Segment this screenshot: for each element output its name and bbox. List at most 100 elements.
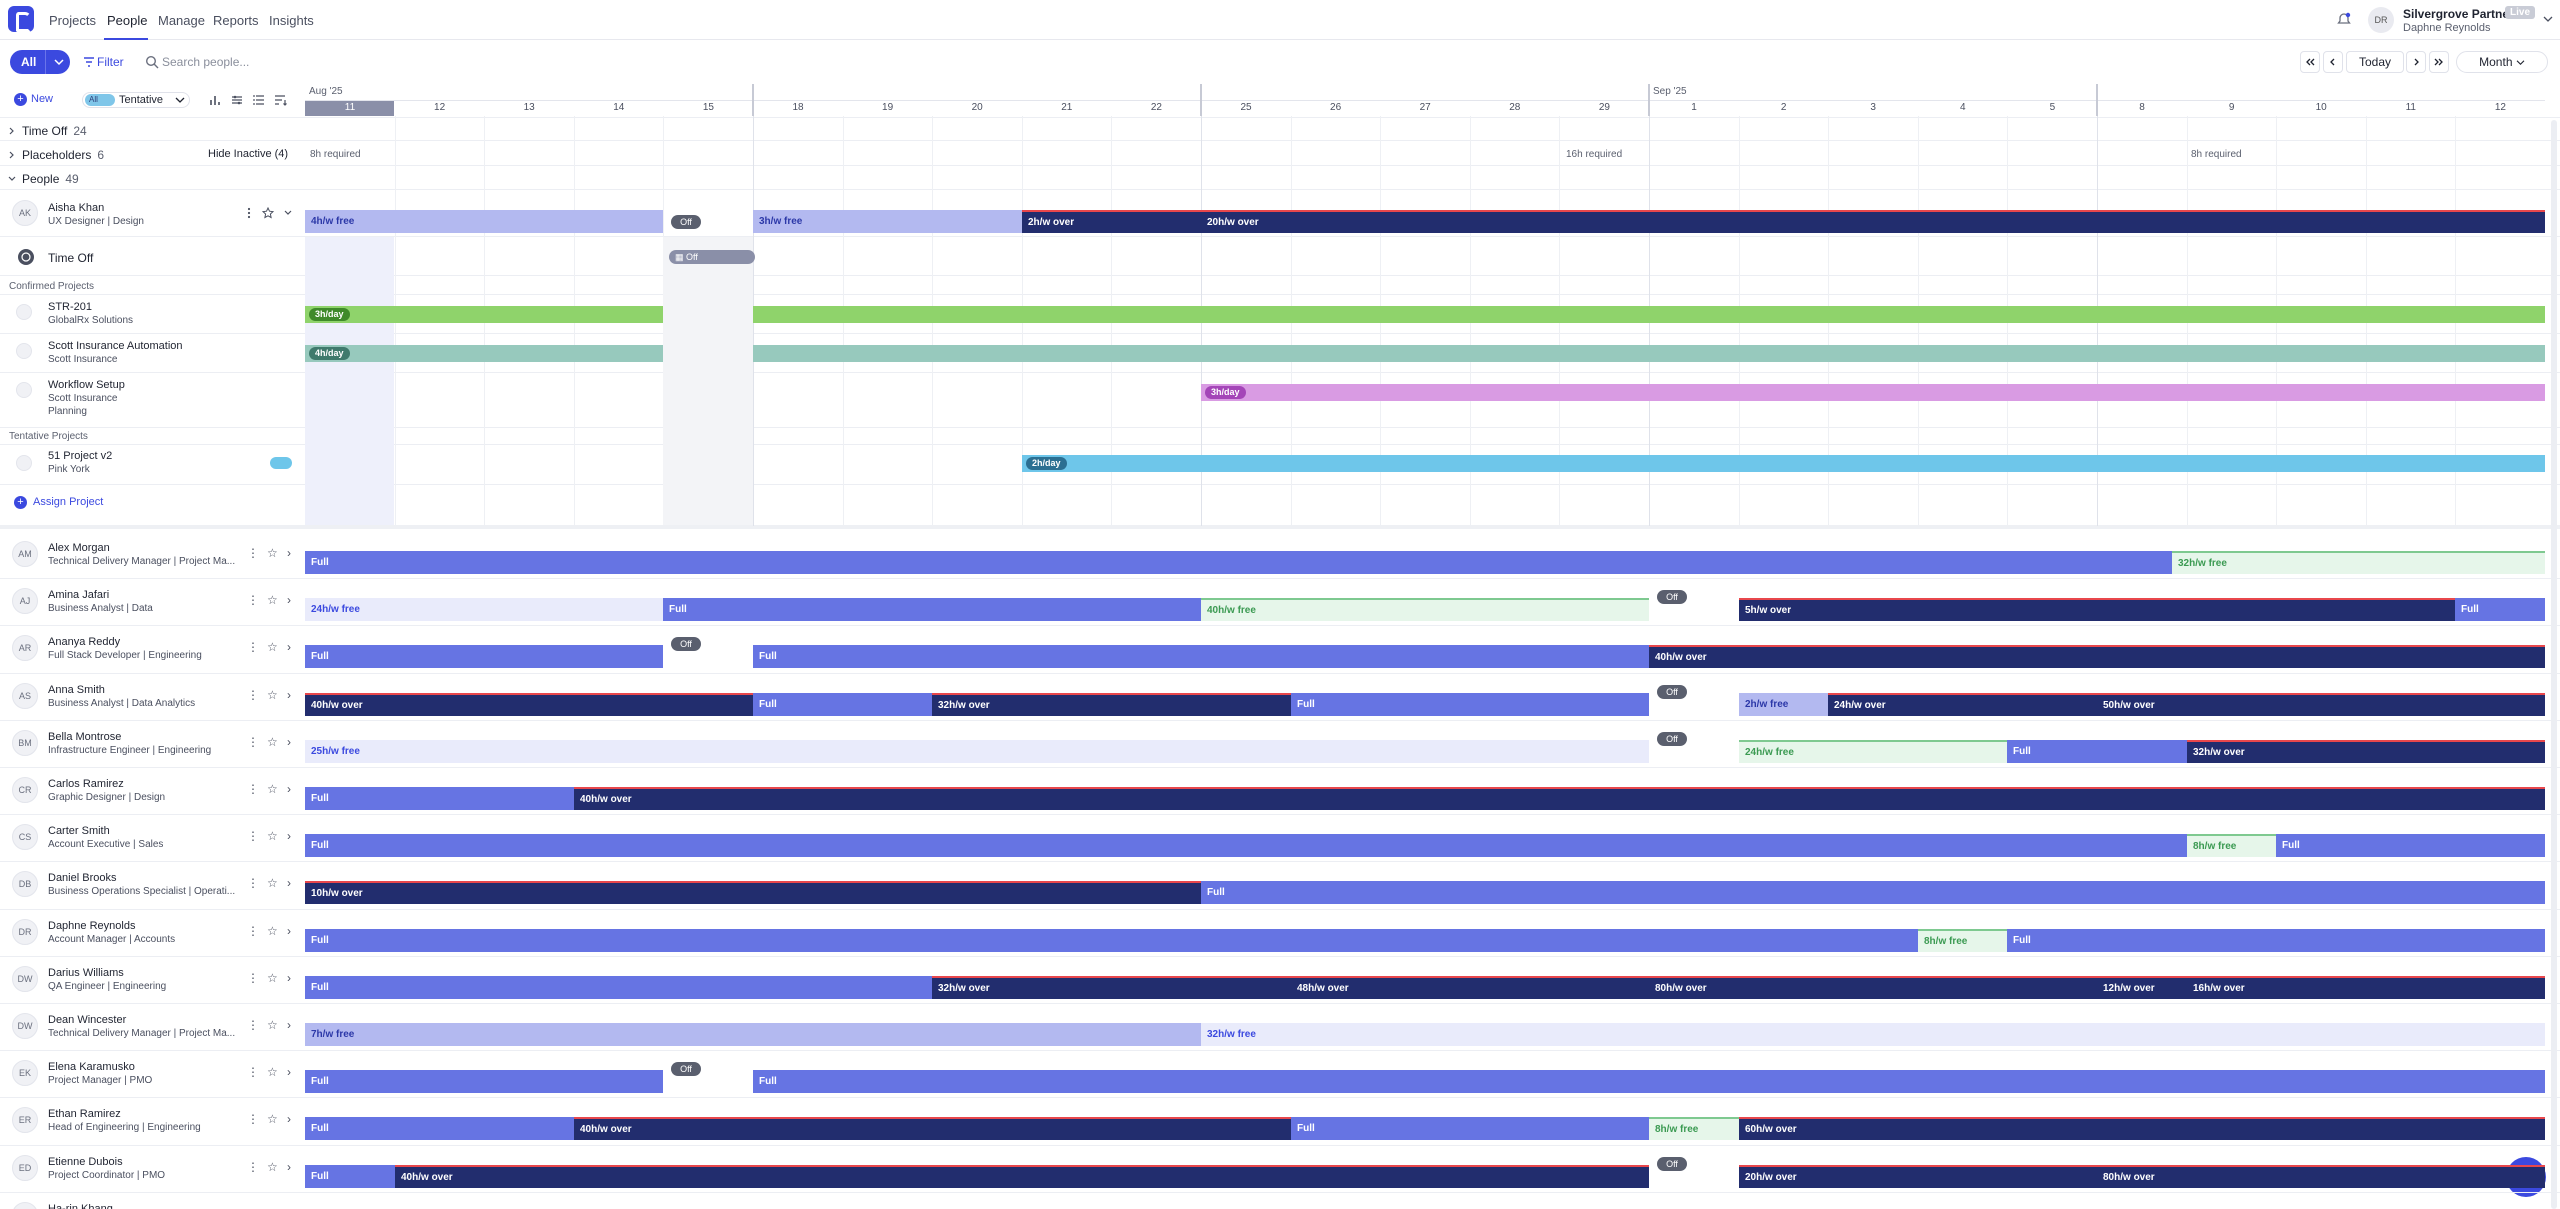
star-icon[interactable]: ☆: [267, 546, 278, 560]
more-icon[interactable]: ⋮: [247, 640, 259, 655]
star-icon[interactable]: ☆: [267, 829, 278, 844]
capacity-bar[interactable]: 60h/w over: [1739, 1117, 2545, 1141]
chevron-right-icon[interactable]: ›: [287, 734, 291, 749]
nav-tab-projects[interactable]: Projects: [49, 13, 96, 28]
person-name[interactable]: Ethan Ramirez: [48, 1108, 121, 1121]
person-name[interactable]: Ha-rin Khang: [48, 1202, 113, 1209]
capacity-bar[interactable]: Full: [663, 598, 1201, 622]
scope-dropdown[interactable]: All: [10, 50, 70, 74]
star-icon[interactable]: ☆: [267, 1112, 278, 1127]
project-name[interactable]: STR-201: [48, 301, 93, 313]
capacity-bar[interactable]: 24h/w over: [1828, 692, 2097, 716]
capacity-bar[interactable]: Full: [753, 645, 1649, 669]
person-name[interactable]: Etienne Dubois: [48, 1155, 123, 1168]
app-logo[interactable]: [8, 6, 34, 32]
chevron-right-icon[interactable]: ›: [287, 1207, 291, 1209]
more-icon[interactable]: ⋮: [247, 734, 259, 749]
more-icon[interactable]: ⋮: [247, 1207, 259, 1209]
chevron-right-icon[interactable]: ›: [287, 640, 291, 655]
project-bar[interactable]: [305, 306, 663, 323]
capacity-bar[interactable]: Full: [305, 1164, 395, 1188]
today-button[interactable]: Today: [2346, 51, 2404, 73]
capacity-bar[interactable]: 8h/w free: [2187, 834, 2276, 858]
person-name[interactable]: Aisha Khan: [48, 202, 105, 214]
capacity-bar[interactable]: Full: [2007, 739, 2187, 763]
capacity-bar[interactable]: 40h/w over: [1649, 645, 2545, 669]
star-icon[interactable]: ☆: [267, 1159, 278, 1174]
vertical-scrollbar[interactable]: [2551, 120, 2557, 1209]
more-icon[interactable]: [243, 207, 255, 219]
view-dropdown[interactable]: Month: [2456, 51, 2548, 73]
chevron-right-icon[interactable]: ›: [287, 1018, 291, 1032]
project-bar[interactable]: [1022, 455, 2545, 472]
project-name[interactable]: Scott Insurance Automation: [48, 340, 183, 352]
chevron-down-icon[interactable]: [282, 207, 294, 219]
person-name[interactable]: Darius Williams: [48, 966, 124, 979]
next-button[interactable]: [2406, 51, 2426, 73]
chevron-right-icon[interactable]: ›: [287, 1112, 291, 1127]
capacity-bar[interactable]: Full: [753, 1070, 2545, 1094]
time-off-section[interactable]: Time Off 24: [8, 124, 87, 138]
capacity-bar[interactable]: Full: [305, 975, 932, 999]
list-icon[interactable]: [252, 93, 266, 107]
more-icon[interactable]: ⋮: [247, 970, 259, 985]
chevron-right-icon[interactable]: ›: [287, 782, 291, 796]
capacity-bar[interactable]: 32h/w over: [2187, 739, 2545, 763]
person-name[interactable]: Carter Smith: [48, 825, 110, 838]
nav-tab-reports[interactable]: Reports: [213, 13, 259, 28]
new-button[interactable]: + New: [14, 93, 53, 106]
capacity-bar[interactable]: Full: [2007, 928, 2545, 952]
project-bar[interactable]: [753, 306, 2545, 323]
people-section[interactable]: People 49: [8, 172, 79, 186]
capacity-bar[interactable]: 80h/w over: [1649, 975, 2097, 999]
bar-chart-icon[interactable]: [208, 93, 222, 107]
notification-bell-icon[interactable]: [2336, 12, 2352, 28]
time-off-bar[interactable]: ▦ Off: [669, 250, 755, 264]
star-icon[interactable]: ☆: [267, 1065, 278, 1080]
capacity-bar[interactable]: 40h/w over: [574, 787, 2545, 810]
capacity-bar[interactable]: Full: [753, 692, 932, 716]
capacity-bar[interactable]: 48h/w over: [1291, 975, 1649, 999]
hide-inactive-toggle[interactable]: Hide Inactive (4): [208, 148, 289, 160]
capacity-bar[interactable]: 2h/w over: [1022, 210, 1201, 233]
chevron-down-icon[interactable]: [2543, 14, 2553, 24]
person-name[interactable]: Daphne Reynolds: [48, 919, 136, 932]
more-icon[interactable]: ⋮: [247, 782, 259, 796]
account-avatar[interactable]: DR: [2368, 7, 2394, 33]
capacity-bar[interactable]: 32h/w over: [932, 692, 1291, 716]
person-name[interactable]: Carlos Ramirez: [48, 778, 124, 790]
capacity-bar[interactable]: 10h/w over: [305, 881, 1201, 905]
more-icon[interactable]: ⋮: [247, 1112, 259, 1127]
project-bar[interactable]: [1201, 384, 2545, 401]
more-icon[interactable]: ⋮: [247, 1159, 259, 1174]
capacity-bar[interactable]: 2h/w free: [1739, 692, 1828, 716]
capacity-bar[interactable]: 20h/w over: [1739, 1164, 2097, 1188]
capacity-bar[interactable]: 24h/w free: [305, 598, 663, 622]
star-icon[interactable]: ☆: [267, 782, 278, 796]
person-name[interactable]: Dean Wincester: [48, 1014, 127, 1026]
more-icon[interactable]: ⋮: [247, 546, 259, 560]
capacity-bar[interactable]: 32h/w over: [932, 975, 1291, 999]
project-bar[interactable]: [753, 345, 2545, 362]
chevron-right-icon[interactable]: ›: [287, 687, 291, 702]
capacity-bar[interactable]: 40h/w free: [1201, 598, 1649, 622]
star-icon[interactable]: ☆: [267, 970, 278, 985]
capacity-bar[interactable]: 50h/w over: [2097, 692, 2545, 716]
chevron-right-icon[interactable]: ›: [287, 923, 291, 938]
capacity-bar[interactable]: 24h/w free: [1739, 739, 2007, 763]
filter-button[interactable]: Filter: [84, 55, 124, 69]
person-name[interactable]: Ananya Reddy: [48, 636, 121, 649]
more-icon[interactable]: ⋮: [247, 593, 259, 608]
person-name[interactable]: Anna Smith: [48, 683, 105, 696]
sort-icon[interactable]: [273, 93, 287, 107]
tentative-toggle[interactable]: All Tentative: [82, 92, 190, 108]
capacity-bar[interactable]: Full: [305, 834, 2187, 858]
more-icon[interactable]: ⋮: [247, 923, 259, 938]
capacity-bar[interactable]: 40h/w over: [574, 1117, 1291, 1141]
capacity-bar[interactable]: 7h/w free: [305, 1023, 1201, 1046]
project-name[interactable]: 51 Project v2: [48, 450, 113, 462]
capacity-bar[interactable]: Full: [305, 551, 2172, 574]
star-icon[interactable]: ☆: [267, 687, 278, 702]
more-icon[interactable]: ⋮: [247, 1065, 259, 1080]
capacity-bar[interactable]: 8h/w free: [1649, 1117, 1739, 1141]
